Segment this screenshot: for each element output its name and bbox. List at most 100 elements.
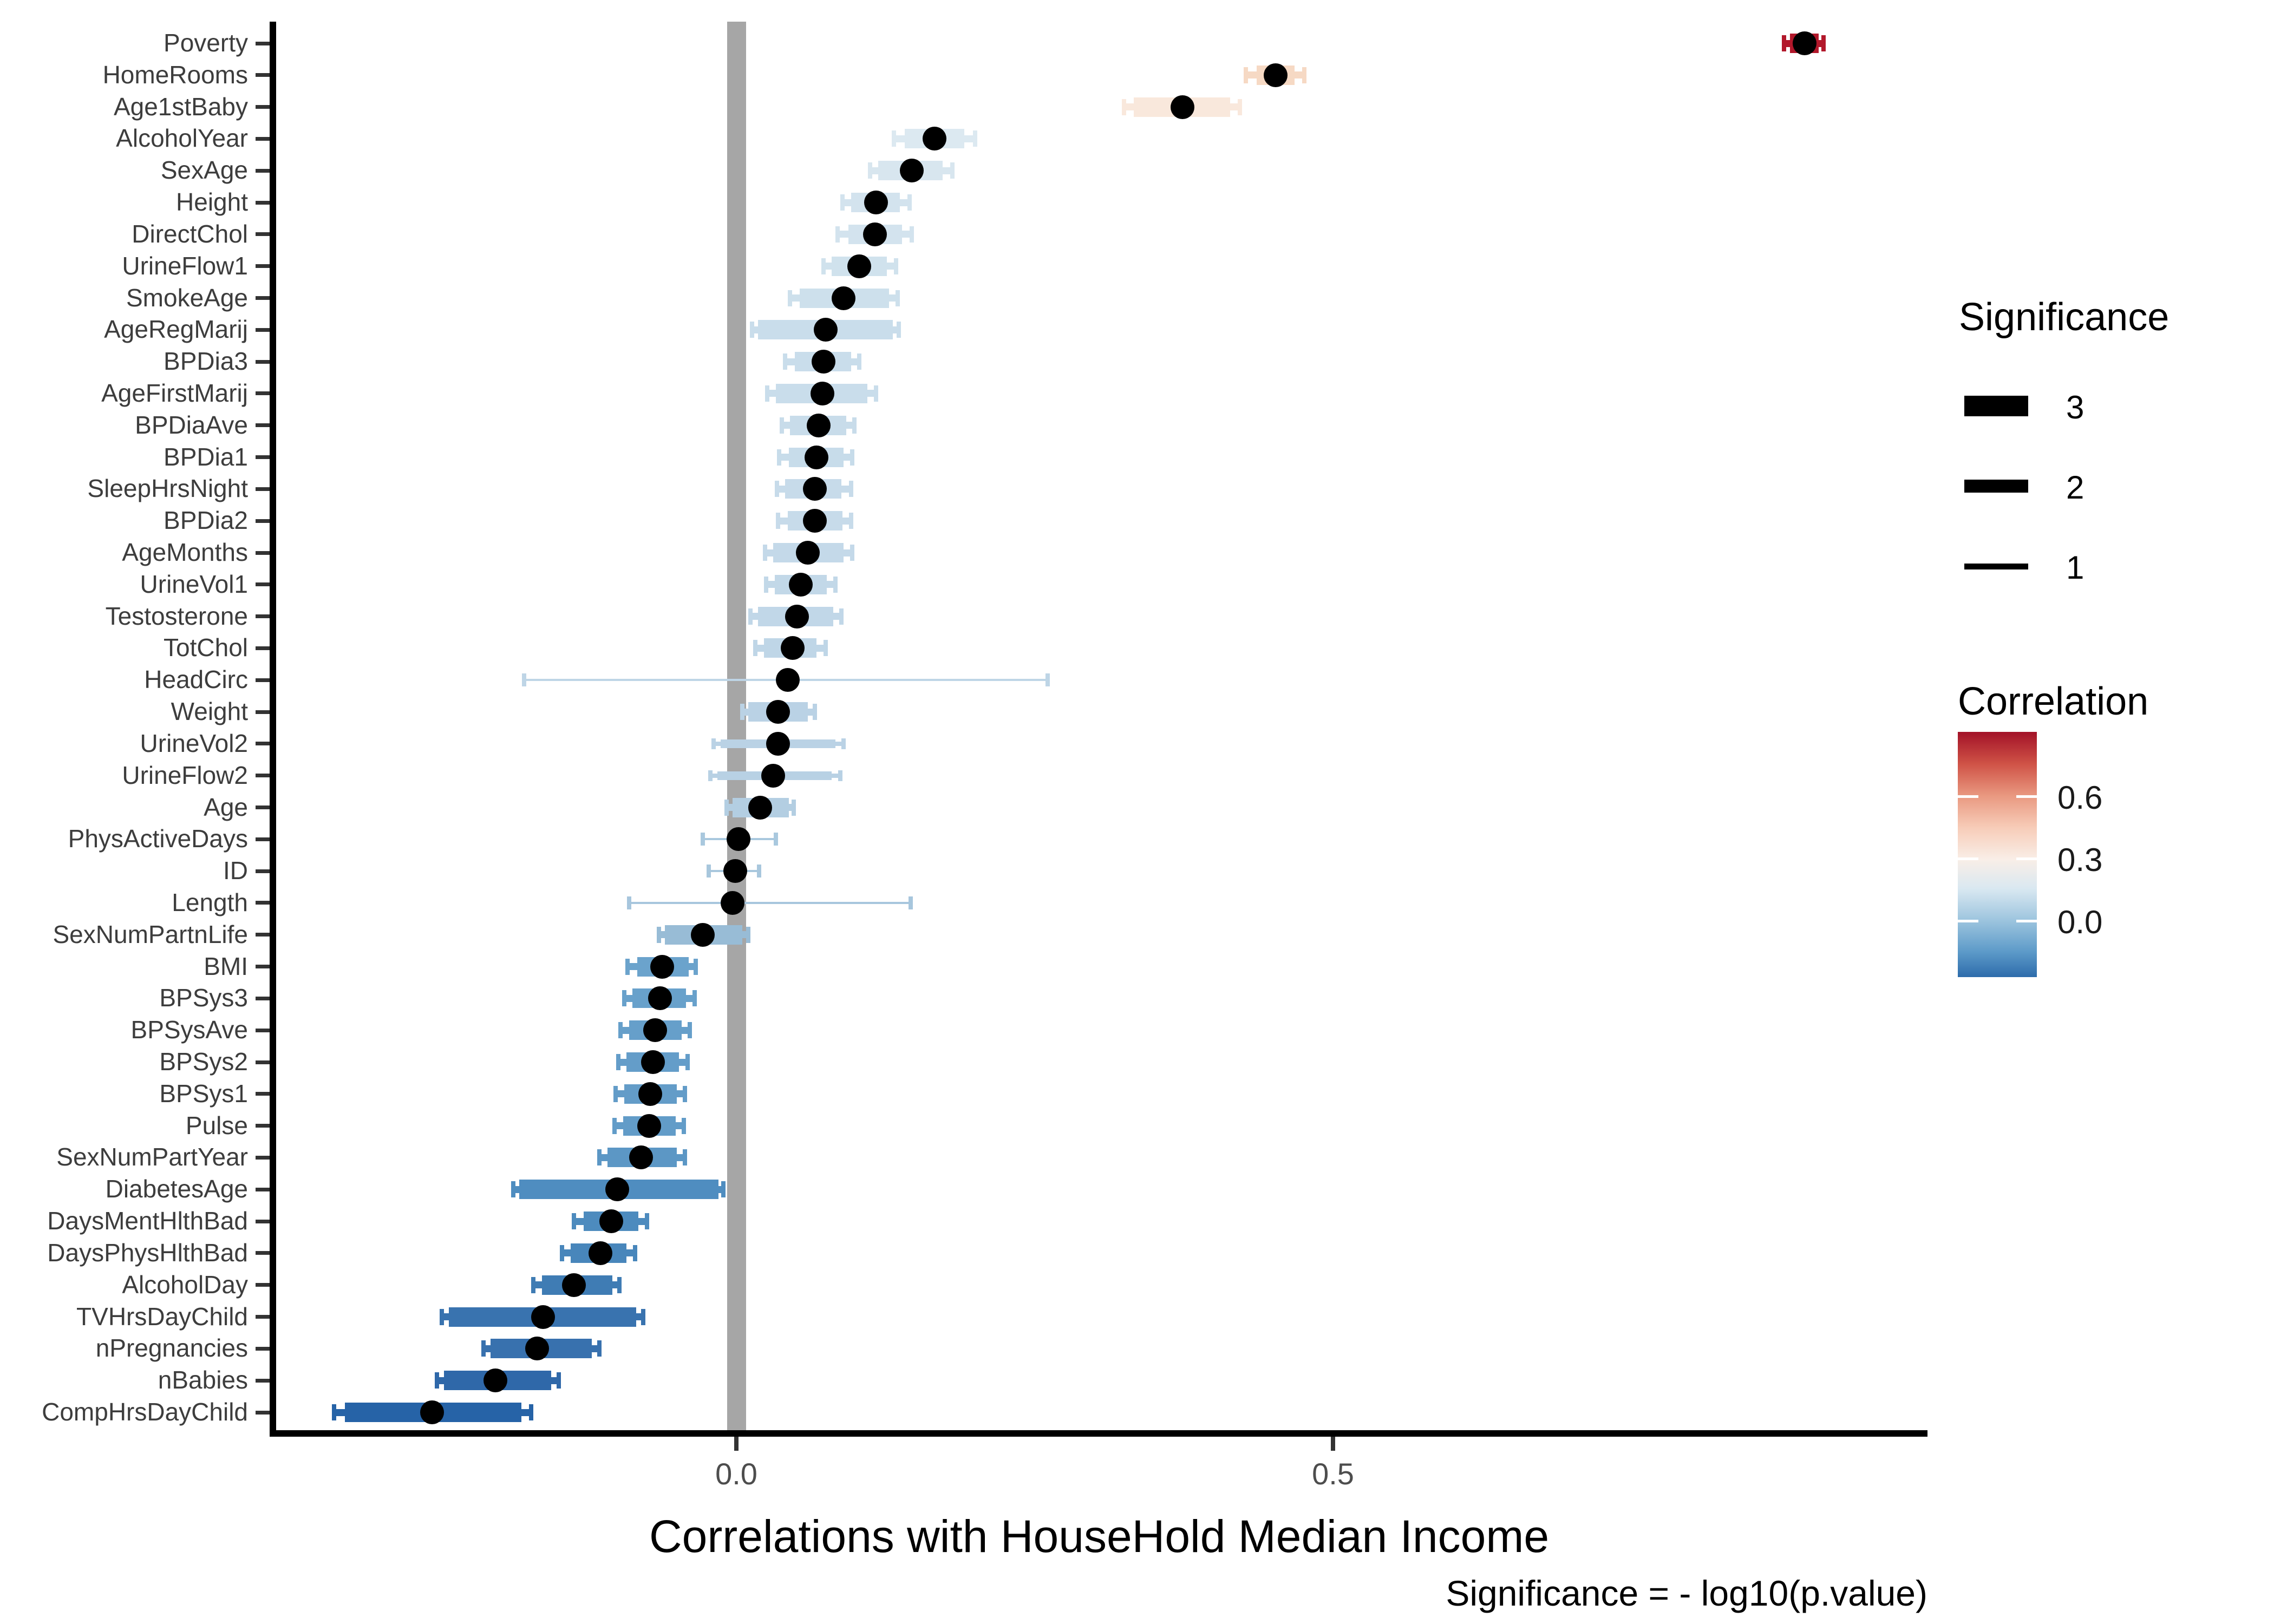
x-axis-tick xyxy=(1331,1437,1335,1451)
interval-end-cap xyxy=(683,1149,688,1166)
zero-reference-band xyxy=(727,22,746,1433)
colorbar-tick-right xyxy=(2016,857,2037,860)
correlation-dot xyxy=(629,1145,653,1170)
interval-end-cap xyxy=(857,353,861,370)
y-axis-label: PhysActiveDays xyxy=(68,824,248,853)
interval-end-cap xyxy=(521,673,526,687)
y-axis-tick xyxy=(256,391,270,396)
correlation-dot xyxy=(650,954,675,979)
correlation-colorbar xyxy=(1958,732,2037,977)
correlation-dot xyxy=(766,700,790,724)
y-axis-tick xyxy=(256,455,270,460)
y-axis-tick xyxy=(256,1378,270,1383)
correlation-dot xyxy=(847,254,871,278)
correlation-dot xyxy=(862,222,887,246)
y-axis-tick xyxy=(256,1251,270,1255)
correlation-dot xyxy=(691,922,715,947)
correlation-dot xyxy=(814,318,838,342)
interval-end-cap xyxy=(721,1181,726,1198)
x-axis-tick-label: 0.0 xyxy=(715,1457,757,1491)
interval-end-cap xyxy=(907,194,912,211)
y-axis-label: TotChol xyxy=(164,633,248,662)
y-axis-tick xyxy=(256,678,270,682)
interval-end-cap xyxy=(813,704,818,721)
interval-end-cap xyxy=(821,258,826,274)
y-axis-label: SexNumPartYear xyxy=(56,1143,248,1171)
y-axis-label: Age xyxy=(204,793,248,821)
interval-end-cap xyxy=(1122,99,1127,115)
interval-end-cap xyxy=(852,417,857,434)
interval-end-cap xyxy=(622,990,626,1007)
interval-end-cap xyxy=(641,1308,646,1325)
y-axis-tick xyxy=(256,1315,270,1319)
y-axis-label: DaysMentHlthBad xyxy=(47,1207,248,1235)
interval-end-cap xyxy=(701,833,705,846)
interval-end-cap xyxy=(617,1276,622,1293)
y-axis-label: DirectChol xyxy=(132,219,248,248)
y-axis-label: AgeRegMarij xyxy=(104,315,248,344)
interval-end-cap xyxy=(746,926,751,943)
correlation-dot xyxy=(922,127,946,151)
interval-end-cap xyxy=(896,322,901,338)
y-axis-tick xyxy=(256,105,270,109)
y-axis-label: UrineFlow1 xyxy=(122,251,248,280)
interval-end-cap xyxy=(1238,99,1243,115)
interval-end-cap xyxy=(835,226,840,243)
interval-end-cap xyxy=(909,226,914,243)
correlation-dot xyxy=(789,572,813,597)
correlation-dot xyxy=(803,477,827,501)
correlation-dot xyxy=(1264,63,1288,87)
correlation-dot xyxy=(562,1273,586,1297)
correlation-dot xyxy=(641,1050,665,1075)
interval-end-cap xyxy=(740,704,745,721)
interval-end-cap xyxy=(891,130,896,147)
interval-end-cap xyxy=(511,1181,515,1198)
y-axis-tick xyxy=(256,774,270,778)
x-axis-title: Correlations with HouseHold Median Incom… xyxy=(649,1511,1550,1562)
interval-end-cap xyxy=(776,513,781,529)
legend-significance-key xyxy=(1964,480,2028,493)
correlation-dot xyxy=(1171,95,1195,119)
correlation-dot xyxy=(807,413,831,437)
y-axis-tick xyxy=(256,73,270,77)
correlation-dot xyxy=(531,1305,555,1329)
interval-end-cap xyxy=(481,1340,486,1357)
interval-end-cap xyxy=(850,545,854,561)
y-axis-label: Length xyxy=(172,888,248,916)
y-axis-label: BMI xyxy=(204,952,248,980)
y-axis-label: SleepHrsNight xyxy=(87,474,248,503)
correlation-dot xyxy=(804,445,828,469)
legend-correlation-title: Correlation xyxy=(1958,680,2149,723)
interval-end-cap xyxy=(753,640,758,657)
interval-end-cap xyxy=(1244,67,1249,83)
interval-end-cap xyxy=(618,1022,623,1039)
y-axis-tick xyxy=(256,359,270,364)
correlation-dot xyxy=(810,381,834,405)
interval-end-cap xyxy=(824,640,828,657)
legend-significance-label: 1 xyxy=(2066,549,2084,586)
correlation-dot xyxy=(761,763,786,788)
y-axis-tick xyxy=(256,487,270,491)
correlation-dot xyxy=(648,986,672,1011)
y-axis-label: SexNumPartnLife xyxy=(53,920,249,948)
colorbar-tick-label: 0.0 xyxy=(2057,904,2103,941)
legend-significance-label: 3 xyxy=(2066,389,2084,425)
y-axis-tick xyxy=(256,933,270,937)
correlation-dot xyxy=(599,1209,623,1234)
y-axis-tick xyxy=(256,965,270,969)
y-axis-tick xyxy=(256,423,270,428)
interval-end-cap xyxy=(1302,67,1307,83)
colorbar-tick-right xyxy=(2016,919,2037,922)
y-axis-tick xyxy=(256,1028,270,1032)
interval-end-cap xyxy=(774,481,779,497)
interval-end-cap xyxy=(656,926,661,943)
correlation-dot xyxy=(899,159,924,183)
interval-end-cap xyxy=(711,738,716,749)
correlation-dot xyxy=(775,668,800,692)
interval-end-cap xyxy=(556,1372,561,1389)
y-axis-label: AlcoholDay xyxy=(122,1270,248,1299)
interval-end-cap xyxy=(873,385,878,402)
interval-end-cap xyxy=(692,990,697,1007)
y-axis-tick xyxy=(256,582,270,587)
